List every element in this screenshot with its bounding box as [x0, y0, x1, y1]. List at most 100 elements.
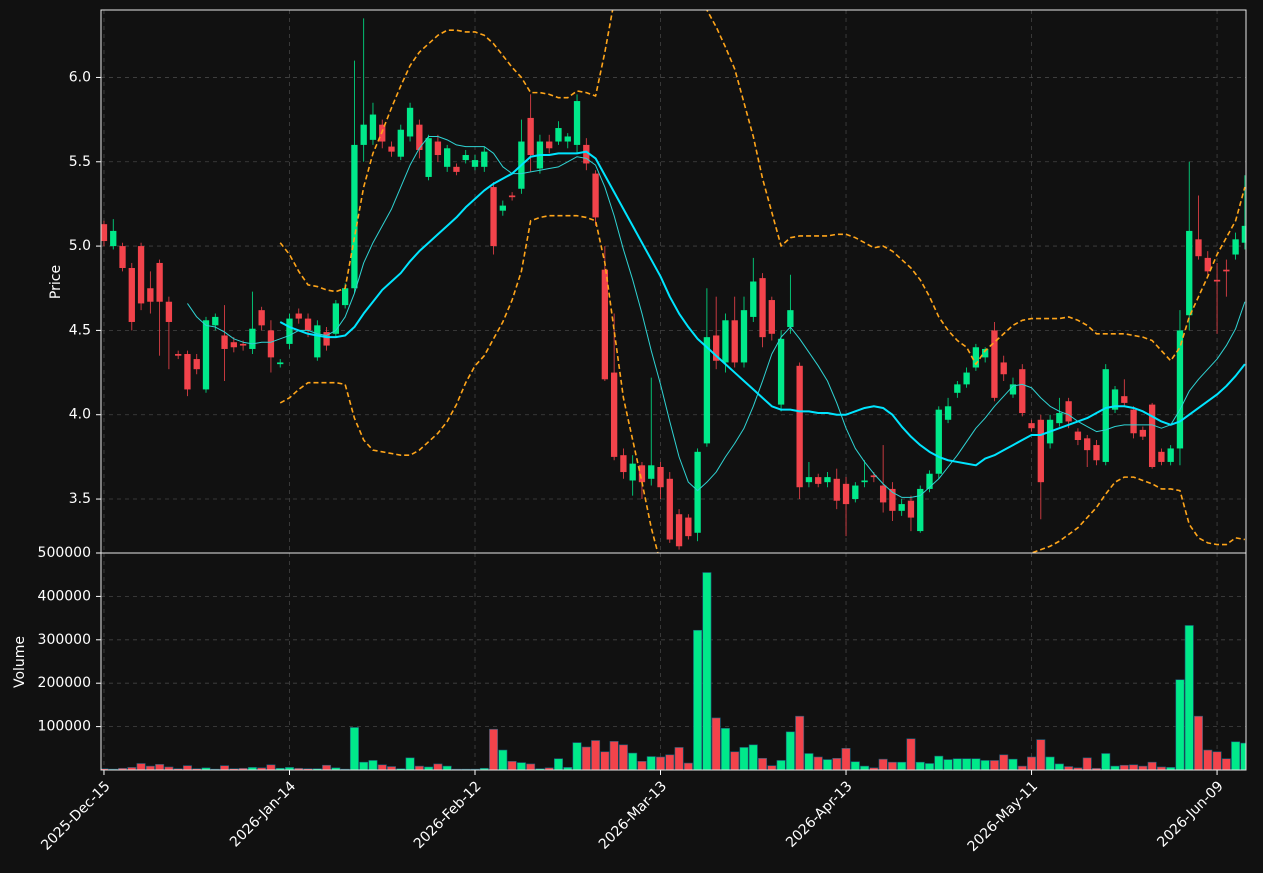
volume-bar: [349, 727, 359, 770]
y-tick-label: 5.0: [69, 238, 91, 254]
volume-y-tick-label: 300000: [38, 632, 91, 648]
candle-body: [360, 124, 367, 145]
candle-body: [119, 246, 126, 269]
volume-bar: [387, 766, 396, 770]
volume-bar: [683, 762, 693, 770]
volume-bar: [155, 764, 165, 770]
candle-body: [471, 160, 479, 167]
volume-bar: [637, 761, 647, 770]
volume-bar: [1082, 757, 1092, 770]
candle-body: [295, 313, 302, 319]
candle-body: [842, 483, 850, 505]
candle-body: [1186, 230, 1193, 316]
candle-body: [434, 141, 442, 156]
candle-body: [1084, 438, 1091, 451]
moving-average-line: [187, 135, 1246, 498]
candle-body: [610, 372, 618, 457]
volume-bar: [442, 765, 452, 770]
moving-average-line: [279, 150, 1246, 467]
y-tick-label: 6.0: [69, 69, 91, 85]
candle-body: [666, 478, 673, 540]
y-tick-label: 5.5: [69, 154, 91, 170]
candle-body: [759, 278, 766, 338]
candle-body: [750, 281, 757, 317]
band-line: [279, 10, 1246, 365]
volume-panel-frame: [100, 552, 1247, 771]
volume-bar: [693, 629, 703, 770]
price-plot: [101, 10, 1246, 553]
candle-body: [555, 128, 562, 142]
candle-body: [963, 372, 970, 385]
candle-body: [1009, 384, 1017, 395]
candle-body: [852, 485, 859, 500]
candle-body: [249, 328, 256, 349]
candle-body: [1176, 330, 1184, 449]
volume-y-tick-label: 400000: [38, 588, 91, 604]
volume-bar: [331, 767, 341, 770]
candle-body: [304, 318, 312, 331]
volume-bar: [201, 767, 211, 770]
volume-bar: [489, 728, 499, 770]
volume-bar: [804, 753, 814, 770]
candle-body: [675, 514, 683, 547]
candle-body: [137, 246, 145, 304]
candle-body: [657, 466, 664, 488]
candle-body: [221, 335, 228, 349]
candle-body: [1111, 389, 1119, 410]
volume-bar: [720, 728, 730, 770]
candle-body: [499, 205, 506, 211]
candle-body: [147, 288, 154, 302]
volume-bar: [136, 763, 146, 770]
candle-body: [1065, 401, 1072, 422]
volume-bar: [850, 761, 860, 770]
volume-bar: [915, 761, 925, 770]
volume-bar: [507, 761, 517, 770]
candle-body: [573, 101, 581, 145]
candle-body: [314, 325, 321, 358]
candle-body: [1000, 362, 1007, 375]
volume-bar: [767, 765, 777, 770]
volume-bar: [952, 758, 962, 770]
volume-bar: [962, 758, 972, 770]
candle-body: [1019, 369, 1026, 414]
volume-bar: [554, 758, 563, 770]
volume-bar: [795, 715, 805, 770]
volume-bar: [758, 757, 768, 770]
candle-body: [453, 166, 460, 172]
volume-bar: [813, 756, 823, 770]
candle-body: [341, 288, 349, 306]
candle-body: [546, 141, 553, 149]
candle-body: [323, 332, 330, 346]
candle-body: [1223, 269, 1230, 272]
candle-body: [416, 124, 423, 150]
candle-body: [128, 268, 135, 322]
volume-bar: [1119, 764, 1129, 770]
volume-bar: [600, 751, 610, 770]
volume-bar: [674, 747, 684, 770]
candle-body: [184, 354, 191, 390]
candle-body: [972, 347, 980, 368]
candle-body: [740, 310, 748, 363]
candle-body: [1213, 279, 1221, 282]
candle-body: [907, 500, 915, 518]
volume-bar: [498, 749, 508, 770]
candle-body: [1074, 431, 1082, 441]
candle-body: [768, 300, 775, 334]
candle-body: [935, 409, 942, 474]
candle-body: [592, 173, 599, 218]
volume-bar: [377, 764, 387, 770]
candle-body: [648, 465, 655, 479]
volume-bar: [1073, 767, 1083, 770]
candle-body: [620, 455, 627, 473]
candle-body: [1102, 369, 1109, 462]
candle-body: [982, 348, 989, 358]
candle-body: [425, 138, 432, 177]
volume-bar: [516, 762, 526, 770]
volume-bar: [1036, 739, 1046, 770]
volume-bar: [887, 761, 897, 770]
candle-body: [1167, 448, 1174, 462]
volume-bar: [1008, 758, 1018, 770]
volume-bar: [1203, 749, 1213, 770]
volume-bar: [544, 767, 554, 770]
